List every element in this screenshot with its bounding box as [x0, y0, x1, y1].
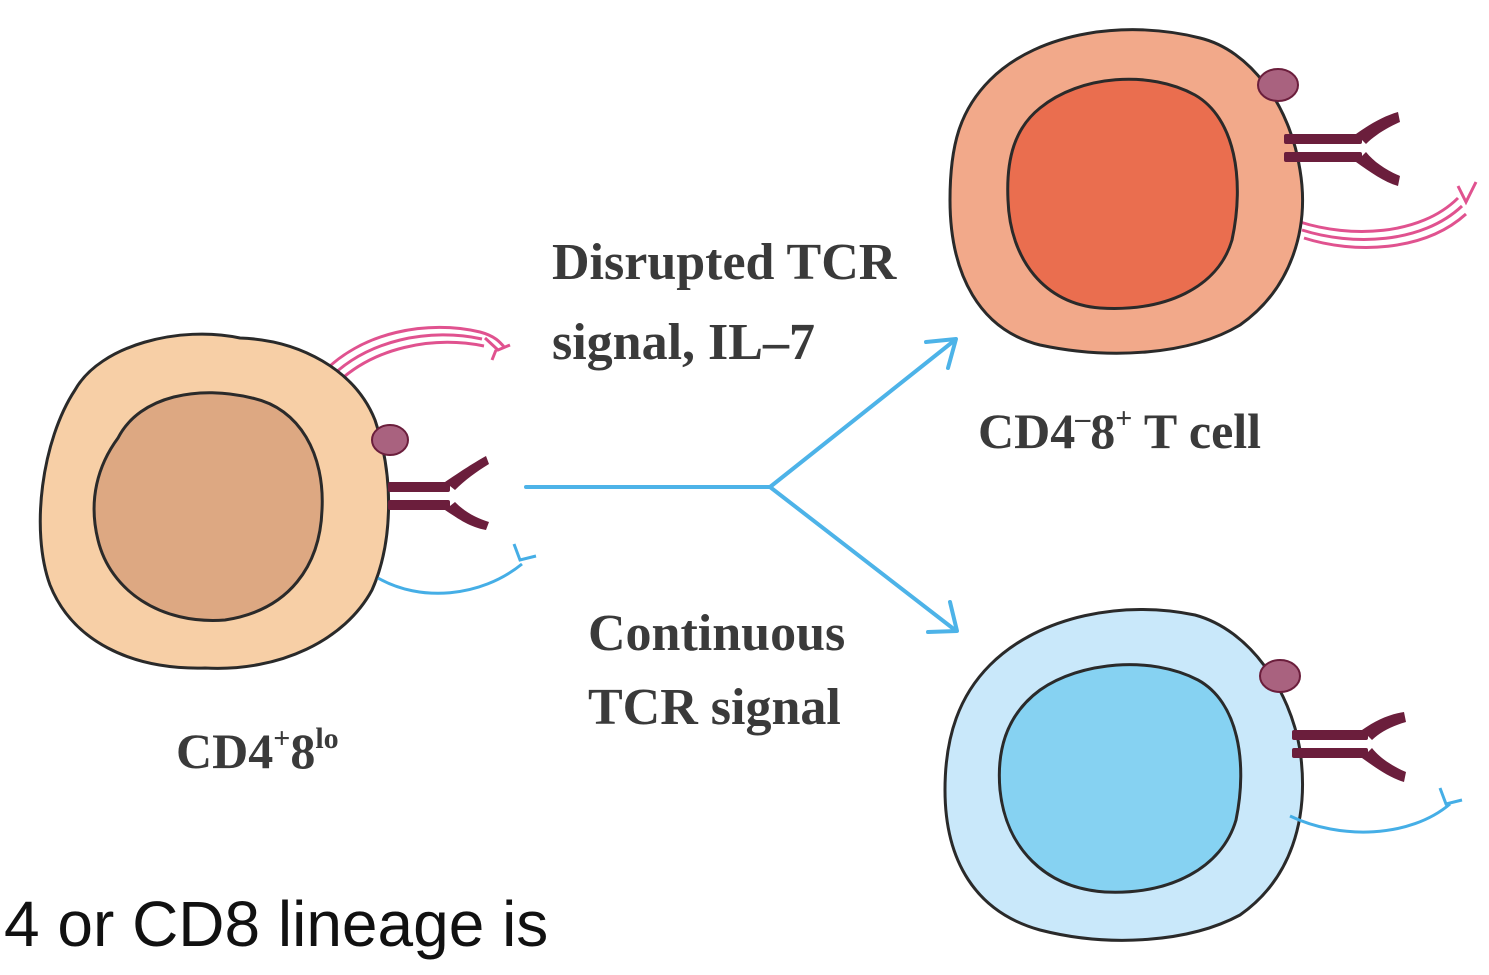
source-tcr-receptor	[388, 456, 489, 530]
top-cd4-marker	[1299, 181, 1478, 249]
bottom-cell-nucleus	[997, 663, 1243, 894]
top-label-mid: 8	[1090, 403, 1115, 459]
bottom-receptor-knob	[1259, 659, 1301, 693]
source-cd4-marker	[316, 325, 511, 390]
arrow-up	[768, 338, 957, 489]
branch-arrows	[524, 337, 959, 634]
arrow-down	[768, 485, 957, 632]
top-label-sup2: +	[1115, 402, 1132, 435]
top-receptor-knob	[1257, 68, 1299, 102]
top-branch-label-line2: signal, IL–7	[552, 314, 815, 371]
bottom-cell	[943, 607, 1463, 942]
top-label-tail: T cell	[1132, 403, 1261, 459]
arrow-up-head	[924, 337, 958, 370]
source-label-main: CD4	[176, 723, 273, 779]
top-branch-label-line1: Disrupted TCR	[552, 234, 898, 291]
source-label-sup1: +	[273, 722, 290, 755]
bottom-cd8-marker	[1289, 787, 1463, 834]
top-tcr-receptor	[1284, 112, 1400, 186]
bottom-caption: 4 or CD8 lineage is	[4, 888, 549, 960]
source-label-mid: 8	[290, 723, 315, 779]
source-label-sup2: lo	[315, 722, 338, 755]
top-label-sup1: –	[1074, 402, 1091, 435]
source-cell: CD4+8lo	[38, 325, 537, 779]
bottom-branch-label-line1: Continuous	[588, 605, 845, 662]
source-receptor-knob	[371, 424, 409, 456]
bottom-tcr-receptor	[1292, 712, 1406, 782]
top-cell-label: CD4–8+ T cell	[978, 402, 1261, 459]
bottom-branch-label-line2: TCR signal	[588, 679, 841, 736]
top-cell: CD4–8+ T cell	[948, 28, 1478, 459]
top-label-main: CD4	[978, 403, 1075, 459]
source-cell-nucleus	[92, 391, 324, 622]
top-cell-nucleus	[1006, 77, 1239, 310]
arrow-down-head	[926, 600, 959, 634]
source-cell-label: CD4+8lo	[176, 722, 339, 779]
source-cd8-marker	[377, 543, 537, 595]
